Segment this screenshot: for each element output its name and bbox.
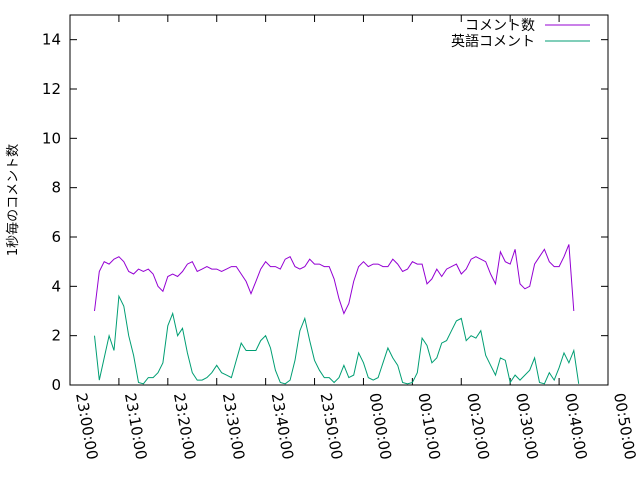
series-line-1 — [94, 244, 575, 315]
y-tick-label: 6 — [51, 228, 61, 246]
y-tick-label: 2 — [51, 327, 61, 345]
y-tick-label: 8 — [51, 179, 61, 197]
x-axis: 23:00:00 23:10:00 23:20:00 23:30:00 23:40:00… — [69, 15, 639, 461]
y-tick-label: 14 — [42, 31, 61, 49]
y-axis-label: 1秒毎のコメント数 — [5, 144, 21, 256]
x-tick-label: 23:40:00 — [268, 392, 297, 461]
y-axis: 0 2 4 6 8 10 12 14 — [42, 31, 608, 394]
plot-border — [69, 14, 609, 386]
y-tick-label: 10 — [42, 129, 61, 147]
x-tick-label: 00:30:00 — [512, 392, 541, 461]
x-tick-label: 00:50:00 — [610, 392, 639, 461]
series-line-2 — [94, 294, 580, 385]
y-tick-label: 12 — [42, 80, 61, 98]
legend-label: 英語コメント — [451, 33, 535, 50]
y-tick-label: 0 — [51, 376, 61, 394]
x-tick-label: 00:40:00 — [561, 392, 590, 461]
x-tick-label: 23:20:00 — [170, 392, 199, 461]
legend-label: コメント数 — [465, 18, 535, 34]
x-tick-label: 00:10:00 — [414, 392, 443, 461]
x-tick-label: 00:20:00 — [463, 392, 492, 461]
series-lines — [94, 244, 580, 385]
x-tick-label: 23:10:00 — [121, 392, 150, 461]
x-tick-label: 23:50:00 — [317, 392, 346, 461]
y-tick-label: 4 — [51, 277, 61, 295]
x-tick-label: 23:30:00 — [219, 392, 248, 461]
x-tick-label: 23:00:00 — [72, 392, 101, 461]
plot-frame — [69, 14, 609, 386]
x-tick-label: 00:00:00 — [366, 392, 395, 461]
